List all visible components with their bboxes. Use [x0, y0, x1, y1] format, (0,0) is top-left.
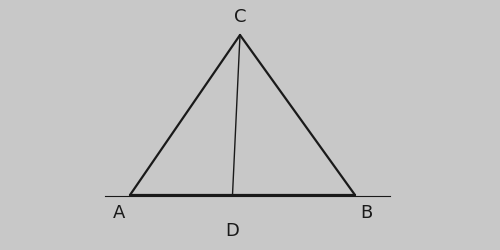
Text: A: A: [113, 204, 125, 222]
Text: C: C: [234, 8, 246, 26]
Text: B: B: [360, 204, 372, 222]
Text: D: D: [226, 222, 239, 240]
